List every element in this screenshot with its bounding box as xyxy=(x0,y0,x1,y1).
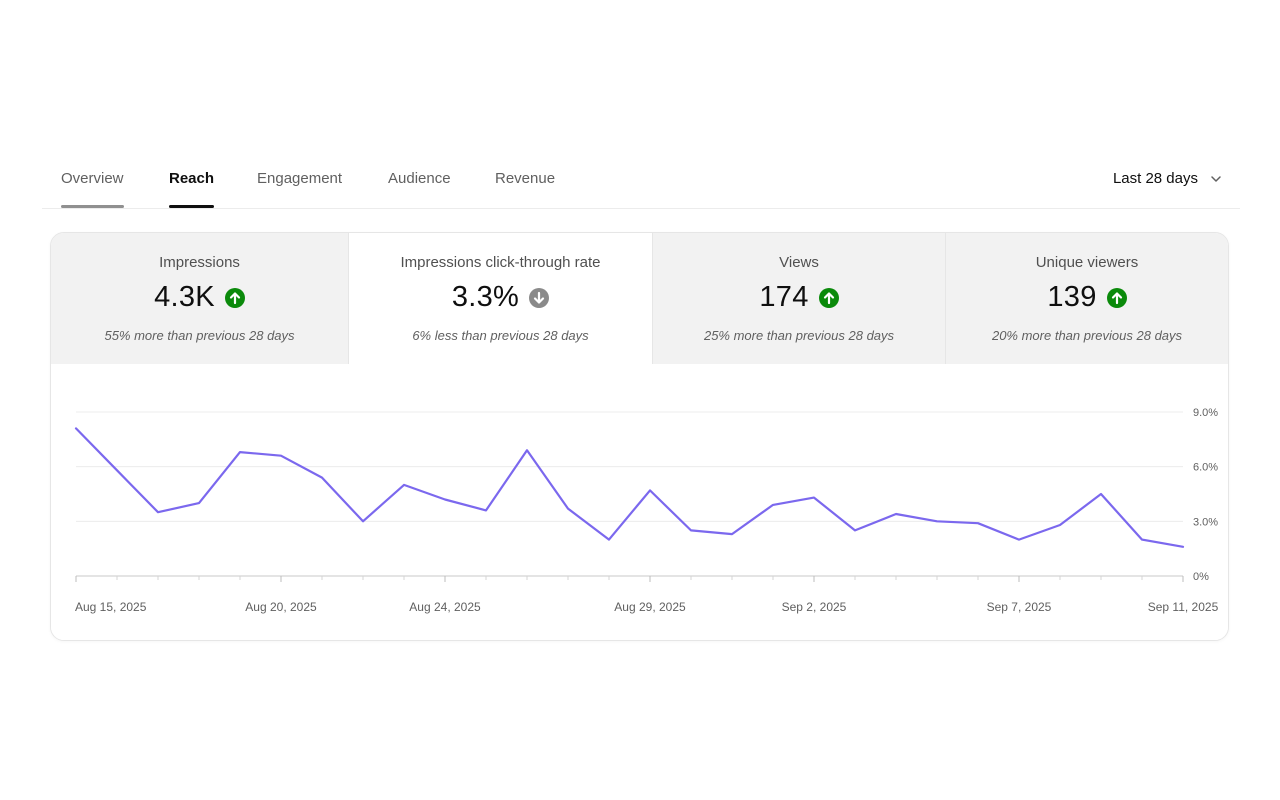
tab-reach[interactable]: Reach xyxy=(169,170,215,208)
y-tick-label: 9.0% xyxy=(1193,407,1218,419)
date-range-label: Last 28 days xyxy=(1112,170,1198,187)
data-point xyxy=(316,472,328,484)
tab-overview-label: Overview xyxy=(61,170,124,187)
metric-value-row: 139 xyxy=(946,281,1228,314)
trend-up-icon xyxy=(1106,287,1127,308)
tab-audience[interactable]: Audience xyxy=(388,170,451,208)
metric-comparison: 25% more than previous 28 days xyxy=(703,328,895,343)
metric-value: 4.3K xyxy=(154,281,215,313)
tab-overview-underline xyxy=(61,205,124,208)
data-point xyxy=(1013,534,1025,546)
metric-label: Unique viewers xyxy=(1035,254,1139,271)
x-tick-label: Aug 15, 2025 xyxy=(75,600,147,614)
tab-revenue-label: Revenue xyxy=(495,170,556,187)
tab-reach-underline xyxy=(169,205,215,208)
metric-value-row: 174 xyxy=(653,281,945,314)
tab-revenue[interactable]: Revenue xyxy=(495,170,555,208)
data-point xyxy=(193,497,205,509)
metric-label: Impressions click-through rate xyxy=(400,254,601,271)
y-tick-label: 3.0% xyxy=(1193,516,1218,528)
reach-metrics-card: Impressions 4.3K 55% more than previous … xyxy=(50,232,1229,641)
metric-value: 139 xyxy=(1047,281,1097,313)
x-tick-label: Aug 29, 2025 xyxy=(614,600,686,614)
metric-tile-unique-viewers[interactable]: Unique viewers 139 20% more than previou… xyxy=(945,233,1228,364)
ctr-line-chart: 0% 3.0% 6.0% 9.0% Aug 15, 2025 Aug 20, 2025 Au… xyxy=(51,364,1228,640)
ctr-series-line xyxy=(74,427,1185,548)
metric-label: Impressions xyxy=(159,254,240,271)
data-point xyxy=(357,515,369,527)
metric-tile-views[interactable]: Views 174 25% more than previous 28 days xyxy=(652,233,945,364)
data-point xyxy=(1095,488,1107,500)
metric-value-row: 4.3K xyxy=(51,281,348,314)
data-point xyxy=(70,422,82,434)
data-point xyxy=(562,503,574,515)
chart-svg: 0% 3.0% 6.0% 9.0% Aug 15, 2025 Aug 20, 2025 Au… xyxy=(70,407,1219,614)
tab-engagement-label: Engagement xyxy=(257,170,343,187)
metric-tiles: Impressions 4.3K 55% more than previous … xyxy=(51,233,1228,364)
data-point xyxy=(398,479,410,491)
data-point xyxy=(152,506,164,518)
x-tick-label: Sep 11, 2025 xyxy=(1148,600,1219,614)
data-point xyxy=(849,524,861,536)
date-range-dropdown[interactable]: Last 28 days xyxy=(1113,170,1222,187)
metric-tile-impressions[interactable]: Impressions 4.3K 55% more than previous … xyxy=(51,233,348,364)
data-point xyxy=(808,492,820,504)
metric-comparison: 55% more than previous 28 days xyxy=(104,328,295,343)
data-point xyxy=(726,528,738,540)
data-point xyxy=(603,534,615,546)
metric-tile-impressions-ctr[interactable]: Impressions click-through rate 3.3% 6% l… xyxy=(348,233,652,364)
tab-overview[interactable]: Overview xyxy=(61,170,124,208)
data-point xyxy=(767,499,779,511)
analytics-tab-bar: Overview Reach Engagement Audience Reven… xyxy=(42,156,1240,209)
tab-reach-label: Reach xyxy=(169,170,215,187)
data-point xyxy=(439,493,451,505)
metric-comparison: 6% less than previous 28 days xyxy=(412,328,589,343)
data-point xyxy=(480,504,492,516)
data-point xyxy=(644,484,656,496)
data-point xyxy=(931,515,943,527)
data-point xyxy=(111,464,123,476)
data-point xyxy=(1054,519,1066,531)
x-tick-label: Sep 7, 2025 xyxy=(987,600,1052,614)
trend-down-icon xyxy=(529,287,550,308)
x-tick-label: Aug 20, 2025 xyxy=(245,600,317,614)
chevron-down-icon xyxy=(1211,176,1221,182)
metric-value: 174 xyxy=(759,281,809,313)
data-point xyxy=(521,444,533,456)
data-point xyxy=(234,446,246,458)
x-tick-label: Aug 24, 2025 xyxy=(409,600,481,614)
data-point xyxy=(685,524,697,536)
data-point xyxy=(972,517,984,529)
metric-value: 3.3% xyxy=(451,281,520,313)
metric-comparison: 20% more than previous 28 days xyxy=(991,328,1183,343)
trend-up-icon xyxy=(224,287,245,308)
metric-label: Views xyxy=(779,254,819,271)
tab-engagement[interactable]: Engagement xyxy=(257,170,342,208)
y-tick-label: 0% xyxy=(1193,571,1209,583)
data-point xyxy=(1177,541,1189,553)
tab-audience-label: Audience xyxy=(388,170,451,187)
y-tick-label: 6.0% xyxy=(1193,462,1218,474)
metric-value-row: 3.3% xyxy=(349,281,652,314)
trend-up-icon xyxy=(818,287,839,308)
data-point xyxy=(275,450,287,462)
data-point xyxy=(890,508,902,520)
data-point xyxy=(1136,534,1148,546)
x-tick-label: Sep 2, 2025 xyxy=(782,600,847,614)
